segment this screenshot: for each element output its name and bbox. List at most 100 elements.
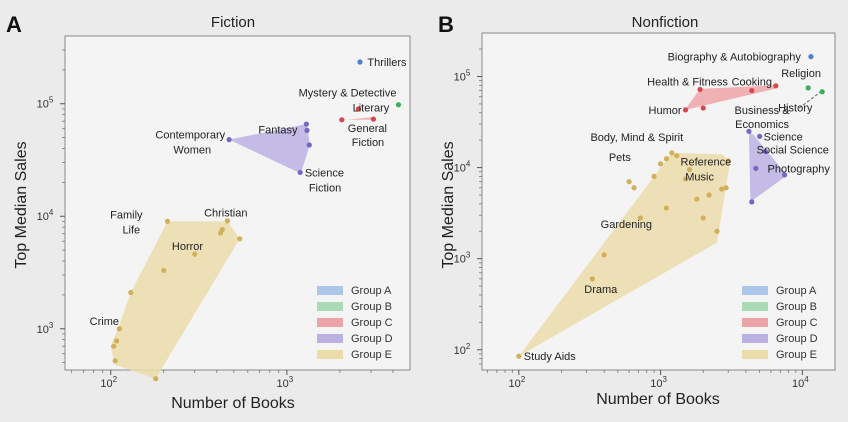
point-label: Life [122, 224, 140, 236]
point-group-e [589, 276, 595, 282]
y-tick-label: 105 [37, 96, 54, 111]
y-tick-label: 102 [454, 342, 471, 357]
point-label: Science [764, 131, 803, 143]
point-group-b [819, 89, 825, 95]
legend-swatch-d [742, 334, 768, 343]
point-group-e [111, 343, 117, 349]
legend-label: Group A [776, 285, 817, 297]
x-tick-label: 102 [508, 375, 525, 390]
panel-nonfiction: B Nonfiction Number of Books Top Median … [438, 12, 836, 408]
point-group-e [700, 215, 706, 221]
legend-label: Group E [776, 349, 817, 361]
point-label: Economics [735, 119, 789, 131]
point-group-e [719, 186, 725, 192]
point-group-d [757, 133, 763, 139]
legend-label: Group E [351, 349, 392, 361]
legend-label: Group A [351, 285, 392, 297]
point-group-e [663, 205, 670, 211]
y-tick-label: 105 [454, 68, 471, 83]
point-group-e [651, 173, 657, 180]
point-group-d [304, 127, 310, 133]
point-group-e [663, 156, 670, 162]
point-label: Fantasy [258, 125, 298, 137]
point-label: Cooking [732, 77, 772, 89]
point-label: Photography [768, 163, 831, 175]
x-tick-label: 102 [100, 375, 117, 390]
point-group-e [161, 267, 167, 274]
point-group-e [153, 376, 159, 382]
point-group-c [339, 117, 345, 123]
point-group-e [112, 358, 118, 364]
point-group-e [601, 252, 607, 258]
point-group-d [226, 137, 232, 143]
point-group-e [694, 196, 700, 202]
point-label: Contemporary [155, 130, 225, 142]
legend-label: Group D [351, 333, 393, 345]
point-label: Health & Fitness [647, 76, 728, 88]
point-group-b [805, 85, 811, 91]
point-group-e [164, 218, 171, 224]
point-group-e [725, 158, 731, 164]
point-group-c [682, 107, 689, 113]
legend-swatch-c [742, 318, 768, 327]
legend-label: Group C [351, 317, 393, 329]
legend-swatch-e [317, 350, 343, 359]
point-group-a [808, 54, 814, 60]
point-group-c [773, 83, 779, 89]
hull-group-e [518, 152, 731, 357]
point-group-e [631, 185, 637, 191]
point-label: Crime [90, 316, 119, 328]
point-group-c [370, 116, 377, 122]
point-label: Literary [353, 103, 390, 115]
point-label: Body, Mind & Spirit [590, 132, 683, 144]
point-group-e [116, 326, 123, 332]
point-group-e [192, 251, 198, 257]
y-axis-label: Top Median Sales [440, 141, 457, 268]
point-label: Reference [681, 157, 732, 169]
point-label: Thrillers [367, 57, 407, 69]
point-label: Gardening [601, 219, 652, 231]
point-group-d [762, 148, 769, 155]
point-label: Mystery & Detective [299, 88, 397, 100]
point-group-d [782, 172, 788, 178]
point-label: Christian [204, 207, 247, 219]
point-label: Business & [735, 105, 791, 117]
legend-swatch-e [742, 350, 768, 359]
point-group-e [706, 192, 712, 198]
point-label: Drama [584, 284, 618, 296]
point-group-e [626, 179, 632, 185]
point-group-d [753, 165, 759, 171]
x-tick-label: 103 [277, 375, 294, 390]
point-group-e [674, 153, 680, 159]
point-label: Family [110, 209, 143, 221]
point-group-e [682, 176, 689, 182]
point-label: General [348, 123, 387, 135]
point-label: Science [305, 167, 344, 179]
point-label: Music [685, 171, 714, 183]
point-group-e [723, 185, 729, 191]
legend-swatch-a [742, 286, 768, 295]
point-group-e [669, 150, 675, 156]
y-tick-label: 104 [454, 160, 471, 175]
legend-label: Group B [776, 301, 817, 313]
chart-title: Nonfiction [632, 14, 699, 31]
point-group-a [357, 59, 363, 65]
point-label: Study Aids [524, 351, 576, 363]
legend-swatch-b [742, 302, 768, 311]
point-group-e [224, 218, 231, 224]
point-group-c [700, 105, 706, 111]
point-label: History [778, 103, 813, 115]
hull-group-e [110, 221, 240, 379]
point-label: Pets [609, 152, 632, 164]
point-label: Religion [781, 68, 821, 80]
x-axis-label: Number of Books [171, 395, 295, 412]
legend-label: Group B [351, 301, 392, 313]
point-group-c [697, 86, 703, 93]
point-group-e [686, 167, 693, 173]
point-group-d [306, 142, 312, 148]
y-tick-label: 103 [37, 321, 54, 336]
y-axis-label: Top Median Sales [13, 141, 30, 268]
point-group-e [637, 215, 643, 221]
point-group-d [749, 199, 755, 205]
